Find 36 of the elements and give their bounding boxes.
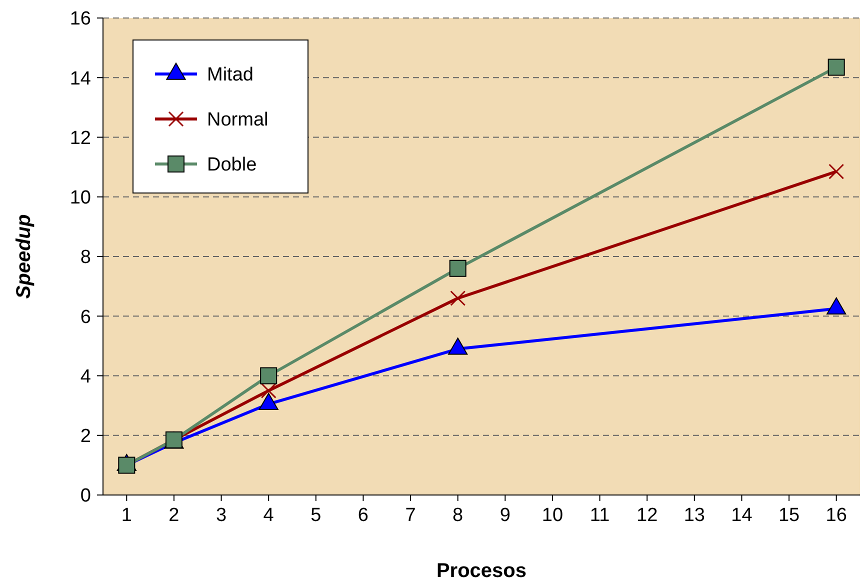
y-tick-label: 4	[80, 366, 92, 388]
legend-label: Doble	[207, 154, 257, 176]
x-tick-label: 16	[826, 505, 847, 526]
x-tick-label: 11	[590, 505, 610, 526]
x-tick-label: 12	[636, 505, 658, 526]
x-tick-label: 6	[358, 505, 369, 526]
x-tick-label: 9	[500, 505, 510, 526]
x-tick-label: 4	[263, 505, 274, 526]
point	[828, 58, 845, 76]
point	[260, 367, 278, 384]
x-tick-label: 14	[731, 505, 753, 526]
y-tick-label: 10	[70, 188, 91, 209]
y-tick-label: 12	[70, 128, 91, 149]
y-tick-label: 0	[80, 486, 91, 507]
point	[828, 164, 844, 180]
x-tick-label: 15	[778, 505, 800, 526]
x-tick-label: 7	[405, 505, 416, 526]
x-tick-label: 1	[121, 505, 132, 526]
x-tick-label: 3	[216, 505, 227, 526]
y-tick-label: 2	[80, 426, 91, 448]
y-tick-label: 14	[70, 68, 92, 90]
x-tick-label: 5	[310, 505, 322, 526]
x-tick-label: 13	[684, 505, 705, 526]
x-tick-label: 10	[542, 505, 564, 526]
point	[260, 382, 276, 398]
y-tick-label: 6	[80, 306, 91, 328]
point	[449, 260, 466, 277]
point	[450, 290, 466, 306]
legend-label: Mitad	[207, 64, 254, 86]
y-tick-label: 16	[70, 8, 91, 30]
y-axis-title: Speedup	[13, 214, 35, 299]
legend-label: Normal	[207, 110, 268, 131]
x-tick-label: 2	[168, 505, 180, 526]
x-axis-title: Procesos	[436, 560, 527, 582]
x-tick-label: 8	[452, 505, 464, 526]
y-tick-label: 8	[80, 247, 91, 268]
